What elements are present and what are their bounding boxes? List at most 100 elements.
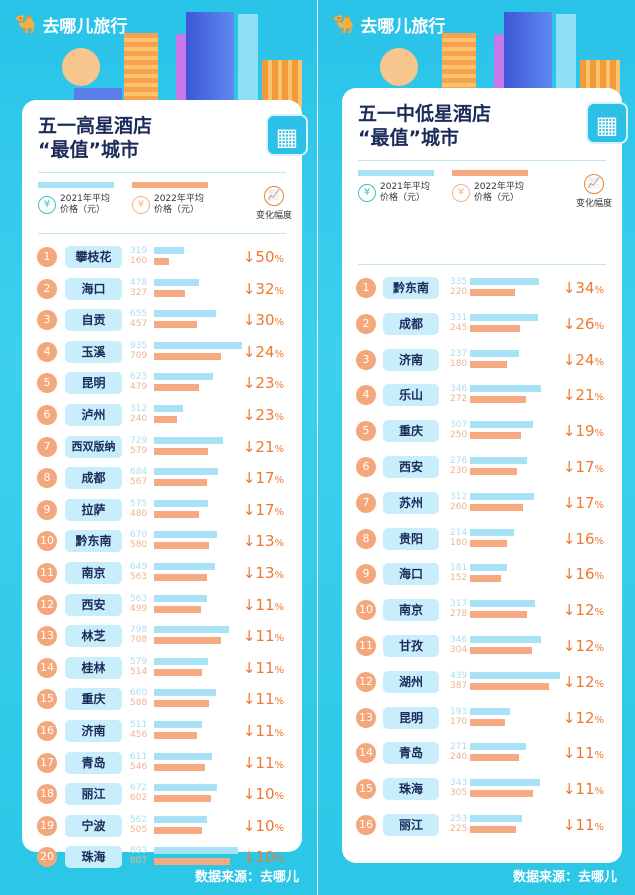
price-2021: 312 xyxy=(450,491,468,502)
legend-2021: ¥2021年平均 价格（元） xyxy=(358,182,430,204)
yuan-coin-icon: ¥ xyxy=(358,184,376,202)
bar-2022 xyxy=(154,384,200,392)
rank-badge: 3 xyxy=(37,310,57,331)
price-2022: 546 xyxy=(130,761,148,772)
bar-2021 xyxy=(154,815,207,823)
rank-badge: 14 xyxy=(356,743,376,764)
sun-decoration xyxy=(380,48,418,86)
city-label: 林芝 xyxy=(65,625,122,648)
table-row: 7 苏州 312 260 ↓17% xyxy=(342,489,622,517)
brand-logo: 🐪 去哪儿旅行 xyxy=(332,14,446,37)
city-label: 青岛 xyxy=(65,751,122,774)
city-label: 攀枝花 xyxy=(65,246,122,268)
bar-2021 xyxy=(470,636,541,643)
table-row: 14 青岛 271 240 ↓11% xyxy=(342,739,622,767)
price-2022: 588 xyxy=(130,698,148,709)
table-row: 11 南京 649 563 ↓13% xyxy=(22,559,302,587)
price-2021: 439 xyxy=(450,670,468,681)
city-label: 西双版纳 xyxy=(65,435,122,458)
camel-icon: 🐪 xyxy=(332,14,355,35)
city-label: 济南 xyxy=(383,348,439,371)
rank-badge: 12 xyxy=(37,594,57,615)
rank-badge: 12 xyxy=(356,671,376,692)
legend-swatch-2021 xyxy=(38,182,114,188)
trend-chart-icon: 📈 xyxy=(263,186,284,206)
price-2022: 304 xyxy=(450,645,468,655)
table-row: 16 济南 511 456 ↓11% xyxy=(22,717,302,745)
legend-swatch-2022 xyxy=(452,170,528,176)
rank-badge: 16 xyxy=(37,721,57,741)
change-value: ↓16% xyxy=(562,565,604,584)
change-value: ↓11% xyxy=(242,627,284,646)
table-row: 6 西安 276 230 ↓17% xyxy=(342,453,622,481)
price-2021: 214 xyxy=(450,527,468,538)
ranking-card: 五一中低星酒店 “最值”城市 ▦ ¥2021年平均 价格（元） ¥2022年平均 价格… xyxy=(342,88,628,863)
table-row: 9 拉萨 575 480 ↓17% xyxy=(22,496,302,524)
table-row: 7 西双版纳 729 579 ↓21% xyxy=(22,433,302,461)
price-2022: 457 xyxy=(130,319,148,330)
price-2022: 580 xyxy=(130,540,148,551)
bar-2022 xyxy=(154,574,207,581)
table-row: 14 桂林 579 514 ↓11% xyxy=(22,654,302,682)
brand-logo: 🐪 去哪儿旅行 xyxy=(14,14,128,37)
data-source: 数据来源：去哪儿 xyxy=(512,870,617,885)
rank-badge: 5 xyxy=(356,421,376,442)
rank-badge: 17 xyxy=(37,752,57,773)
rank-badge: 15 xyxy=(356,779,376,800)
rank-badge: 13 xyxy=(37,626,57,647)
change-value: ↓11% xyxy=(242,722,284,740)
bar-2021 xyxy=(470,564,508,572)
price-2022: 505 xyxy=(130,824,148,835)
bar-2021 xyxy=(470,457,527,464)
bar-2022 xyxy=(470,324,521,332)
price-2022: 479 xyxy=(130,382,148,393)
bar-2021 xyxy=(470,671,560,679)
table-row: 8 贵阳 214 180 ↓16% xyxy=(342,525,622,553)
city-label: 丽江 xyxy=(65,783,122,806)
bar-2022 xyxy=(154,352,221,360)
bar-2022 xyxy=(154,732,197,739)
bar-2021 xyxy=(470,421,533,429)
bar-2021 xyxy=(470,278,539,285)
price-2021: 276 xyxy=(450,456,468,466)
legend-2022: ¥2022年平均 价格（元） xyxy=(452,182,524,204)
price-2021: 319 xyxy=(130,246,148,256)
legend-2021: ¥2021年平均 价格（元） xyxy=(38,194,110,216)
city-label: 玉溪 xyxy=(65,340,122,363)
table-row: 20 珠海 893 807 ↓10% xyxy=(22,843,302,871)
table-row: 10 南京 317 278 ↓12% xyxy=(342,596,622,624)
table-row: 3 自贡 655 457 ↓30% xyxy=(22,306,302,334)
price-2022: 225 xyxy=(450,824,468,834)
city-label: 自贡 xyxy=(65,309,122,332)
bar-2021 xyxy=(154,752,212,760)
city-label: 桂林 xyxy=(65,656,122,679)
bar-2022 xyxy=(154,795,211,803)
price-2021: 307 xyxy=(450,420,468,431)
price-2021: 562 xyxy=(130,814,148,825)
card-title: 五一中低星酒店 “最值”城市 xyxy=(358,103,492,149)
city-label: 青岛 xyxy=(383,742,439,765)
rank-badge: 16 xyxy=(356,815,376,835)
change-value: ↓12% xyxy=(562,601,604,620)
rank-badge: 1 xyxy=(356,278,376,298)
city-label: 南京 xyxy=(383,599,439,622)
bar-2021 xyxy=(470,743,526,751)
hotel-building-icon: ▦ xyxy=(266,114,308,156)
bar-2021 xyxy=(154,373,213,381)
bar-2022 xyxy=(154,700,210,708)
table-row: 2 海口 478 327 ↓32% xyxy=(22,275,302,303)
price-2021: 684 xyxy=(130,467,148,478)
city-label: 泸州 xyxy=(65,404,122,426)
bar-2021 xyxy=(154,626,230,634)
bar-2021 xyxy=(154,563,216,570)
table-row: 12 湖州 439 387 ↓12% xyxy=(342,668,622,696)
change-value: ↓19% xyxy=(562,422,604,441)
price-2021: 672 xyxy=(130,783,148,794)
bar-2022 xyxy=(470,289,516,296)
city-label: 乐山 xyxy=(383,384,439,407)
change-value: ↓17% xyxy=(562,458,604,476)
bar-2022 xyxy=(154,668,203,676)
bar-2022 xyxy=(470,396,526,404)
price-2021: 253 xyxy=(450,814,468,824)
rank-badge: 9 xyxy=(37,499,57,520)
